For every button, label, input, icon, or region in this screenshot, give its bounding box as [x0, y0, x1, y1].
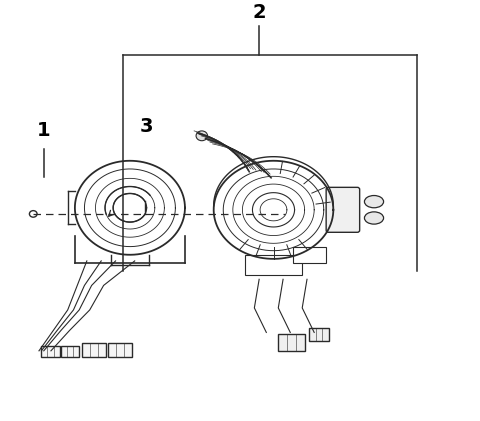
Circle shape [29, 210, 37, 217]
Text: 3: 3 [140, 117, 154, 136]
Bar [310, 328, 328, 341]
Bar [60, 346, 79, 357]
Bar [41, 346, 60, 357]
Bar [82, 343, 106, 357]
Bar [278, 334, 305, 351]
Text: 1: 1 [37, 121, 50, 140]
Bar [245, 255, 302, 275]
Ellipse shape [364, 212, 384, 224]
Bar [108, 343, 132, 357]
Ellipse shape [364, 195, 384, 208]
FancyBboxPatch shape [326, 187, 360, 232]
Text: 2: 2 [252, 3, 266, 22]
Bar [293, 247, 326, 263]
Circle shape [196, 131, 207, 141]
